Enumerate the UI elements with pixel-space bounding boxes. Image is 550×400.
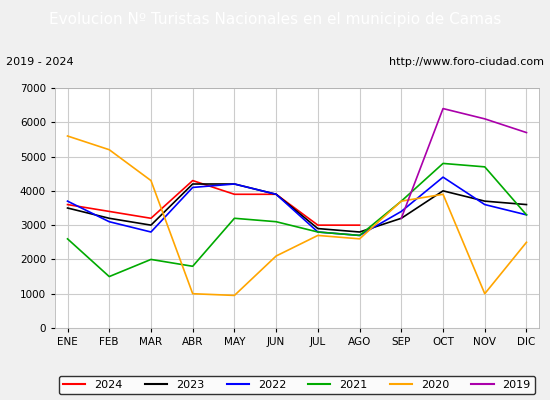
Text: 2019 - 2024: 2019 - 2024 (6, 57, 73, 67)
Text: Evolucion Nº Turistas Nacionales en el municipio de Camas: Evolucion Nº Turistas Nacionales en el m… (49, 12, 501, 27)
Text: http://www.foro-ciudad.com: http://www.foro-ciudad.com (389, 57, 544, 67)
Legend: 2024, 2023, 2022, 2021, 2020, 2019: 2024, 2023, 2022, 2021, 2020, 2019 (59, 376, 535, 394)
